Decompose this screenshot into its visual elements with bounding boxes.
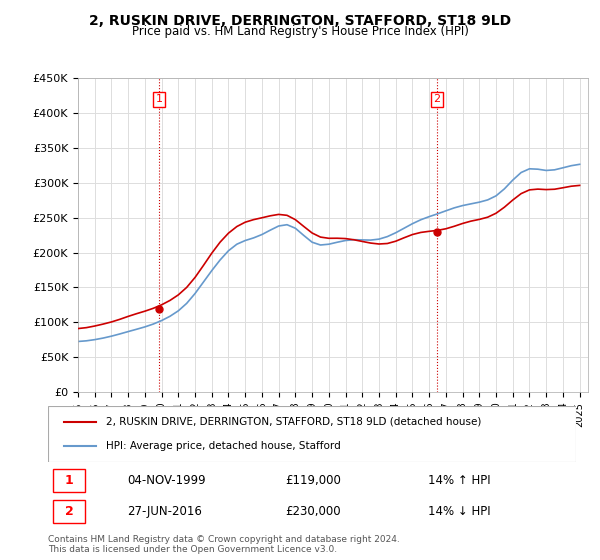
Text: £119,000: £119,000 (286, 474, 341, 487)
Text: 14% ↑ HPI: 14% ↑ HPI (428, 474, 491, 487)
Text: 2, RUSKIN DRIVE, DERRINGTON, STAFFORD, ST18 9LD (detached house): 2, RUSKIN DRIVE, DERRINGTON, STAFFORD, S… (106, 417, 481, 427)
FancyBboxPatch shape (48, 406, 576, 462)
Text: 1: 1 (155, 94, 163, 104)
Text: 27-JUN-2016: 27-JUN-2016 (127, 505, 202, 517)
Text: 14% ↓ HPI: 14% ↓ HPI (428, 505, 491, 517)
Text: 1: 1 (65, 474, 73, 487)
Text: 2, RUSKIN DRIVE, DERRINGTON, STAFFORD, ST18 9LD: 2, RUSKIN DRIVE, DERRINGTON, STAFFORD, S… (89, 14, 511, 28)
Text: £230,000: £230,000 (286, 505, 341, 517)
Text: 04-NOV-1999: 04-NOV-1999 (127, 474, 206, 487)
Text: Contains HM Land Registry data © Crown copyright and database right 2024.
This d: Contains HM Land Registry data © Crown c… (48, 535, 400, 554)
FancyBboxPatch shape (53, 500, 85, 523)
FancyBboxPatch shape (53, 469, 85, 492)
Text: Price paid vs. HM Land Registry's House Price Index (HPI): Price paid vs. HM Land Registry's House … (131, 25, 469, 38)
Text: 2: 2 (65, 505, 73, 517)
Text: HPI: Average price, detached house, Stafford: HPI: Average price, detached house, Staf… (106, 441, 341, 451)
Text: 2: 2 (434, 94, 441, 104)
